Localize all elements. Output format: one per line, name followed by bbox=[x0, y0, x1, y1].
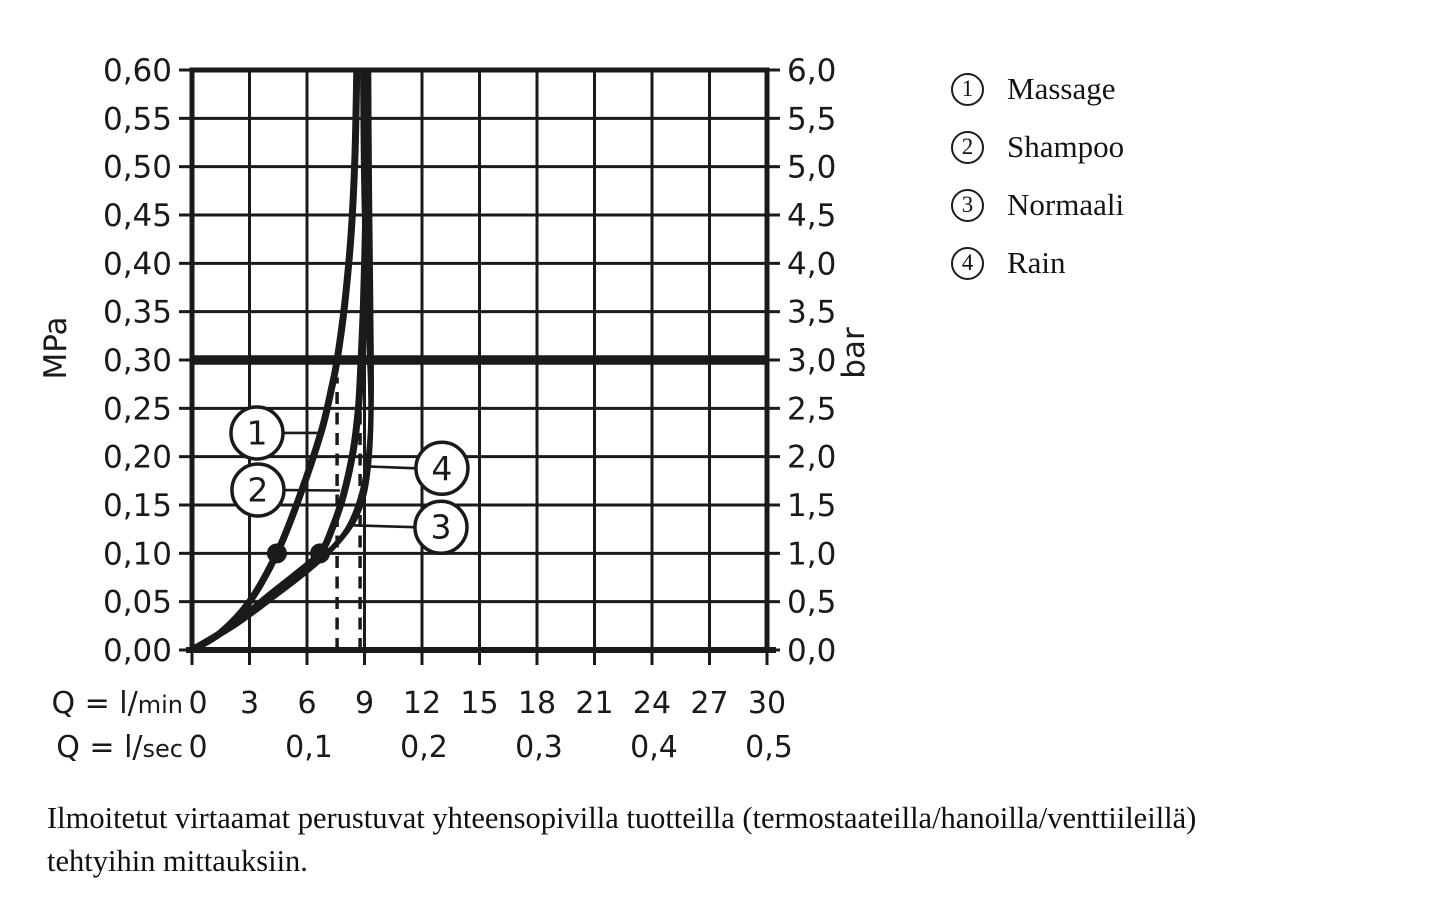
legend-number-circle: 1 bbox=[951, 72, 984, 106]
legend-label: Rain bbox=[1007, 245, 1066, 280]
measurement-note-line2: tehtyihin mittauksiin. bbox=[47, 844, 308, 878]
legend-label: Massage bbox=[1007, 71, 1116, 106]
measurement-note: Ilmoitetut virtaamat perustuvat yhteenso… bbox=[47, 797, 1196, 883]
svg-text:0,5: 0,5 bbox=[745, 730, 793, 765]
svg-text:12: 12 bbox=[403, 686, 441, 721]
svg-text:0,30: 0,30 bbox=[103, 343, 172, 379]
svg-text:1,0: 1,0 bbox=[787, 536, 836, 572]
x-axis-unit-label: Q = l/min bbox=[51, 686, 183, 721]
svg-text:0,3: 0,3 bbox=[515, 730, 563, 765]
svg-text:3,5: 3,5 bbox=[787, 295, 836, 331]
svg-text:bar: bar bbox=[836, 327, 872, 379]
svg-text:24: 24 bbox=[633, 686, 671, 721]
legend-item-shampoo: 2 Shampoo bbox=[951, 118, 1124, 176]
svg-text:3: 3 bbox=[430, 508, 451, 547]
svg-text:MPa: MPa bbox=[38, 316, 74, 379]
svg-text:0,55: 0,55 bbox=[103, 101, 172, 137]
curve-1-massage bbox=[190, 69, 361, 652]
svg-text:0: 0 bbox=[188, 730, 207, 765]
svg-text:0,4: 0,4 bbox=[630, 730, 678, 765]
x-axis-labels: 0 3 6 9 12 15 18 21 24 27 30 0 0,1 0,2 0,3 0,4 0,5 Q = l/… bbox=[51, 650, 793, 765]
callout-2: 2 bbox=[230, 462, 340, 518]
svg-text:1: 1 bbox=[246, 413, 267, 452]
svg-text:0,45: 0,45 bbox=[103, 198, 172, 234]
y-axis-left-labels: 0,60 0,55 0,50 0,45 0,40 0,35 0,30 0,25 0,20 0,15… bbox=[38, 53, 192, 669]
callout-3: 3 bbox=[352, 499, 469, 555]
svg-text:30: 30 bbox=[748, 686, 786, 721]
svg-text:1,5: 1,5 bbox=[787, 488, 836, 524]
legend-number-circle: 2 bbox=[951, 130, 984, 164]
svg-text:3,0: 3,0 bbox=[787, 343, 836, 379]
measurement-note-line1: Ilmoitetut virtaamat perustuvat yhteenso… bbox=[47, 801, 1197, 835]
svg-text:2: 2 bbox=[247, 471, 268, 510]
curve-4-rain bbox=[190, 69, 374, 652]
svg-text:6,0: 6,0 bbox=[787, 53, 836, 89]
svg-text:0,40: 0,40 bbox=[103, 246, 172, 282]
svg-text:6: 6 bbox=[297, 686, 316, 721]
x-axis-unit-label: Q = l/sec bbox=[56, 730, 183, 765]
svg-text:0,50: 0,50 bbox=[103, 150, 172, 186]
svg-text:0,00: 0,00 bbox=[103, 633, 172, 669]
spray-mode-legend: 1 Massage 2 Shampoo 3 Normaali 4 Rain bbox=[951, 60, 1124, 292]
svg-text:0,0: 0,0 bbox=[787, 633, 836, 669]
svg-text:0,5: 0,5 bbox=[787, 585, 836, 621]
y-axis-right-labels: 6,0 5,5 5,0 4,5 4,0 3,5 3,0 2,5 2,0 1,5 1,0 0,5 0,0 b… bbox=[767, 53, 872, 669]
flow-curves bbox=[190, 69, 374, 652]
operating-point-dot bbox=[310, 543, 331, 564]
operating-point-dot bbox=[266, 543, 287, 564]
svg-text:0,1: 0,1 bbox=[285, 730, 333, 765]
svg-text:4,5: 4,5 bbox=[787, 198, 836, 234]
svg-text:0,2: 0,2 bbox=[400, 730, 448, 765]
svg-text:0,10: 0,10 bbox=[103, 536, 172, 572]
svg-text:5,0: 5,0 bbox=[787, 150, 836, 186]
svg-text:2,5: 2,5 bbox=[787, 391, 836, 427]
svg-text:0,20: 0,20 bbox=[103, 440, 172, 476]
svg-text:2,0: 2,0 bbox=[787, 440, 836, 476]
legend-item-rain: 4 Rain bbox=[951, 234, 1124, 292]
svg-text:21: 21 bbox=[575, 686, 613, 721]
legend-label: Normaali bbox=[1007, 187, 1125, 222]
callout-1: 1 bbox=[229, 405, 323, 461]
svg-text:0,60: 0,60 bbox=[103, 53, 172, 89]
svg-text:18: 18 bbox=[518, 686, 556, 721]
svg-text:0,15: 0,15 bbox=[103, 488, 172, 524]
svg-text:9: 9 bbox=[355, 686, 374, 721]
svg-text:15: 15 bbox=[460, 686, 498, 721]
svg-text:27: 27 bbox=[690, 686, 728, 721]
svg-text:5,5: 5,5 bbox=[787, 101, 836, 137]
svg-text:4,0: 4,0 bbox=[787, 246, 836, 282]
legend-number-circle: 4 bbox=[951, 246, 984, 280]
flow-rate-chart: 12430,600,550,500,450,400,350,300,250,20… bbox=[38, 53, 872, 765]
legend-item-massage: 1 Massage bbox=[951, 60, 1124, 118]
svg-text:0,35: 0,35 bbox=[103, 295, 172, 331]
svg-text:0: 0 bbox=[188, 686, 207, 721]
svg-text:4: 4 bbox=[431, 449, 452, 488]
grid bbox=[192, 70, 767, 650]
legend-item-normaali: 3 Normaali bbox=[951, 176, 1124, 234]
legend-number-circle: 3 bbox=[951, 188, 984, 222]
callout-4: 4 bbox=[363, 440, 470, 497]
svg-text:0,05: 0,05 bbox=[103, 585, 172, 621]
svg-text:0,25: 0,25 bbox=[103, 391, 172, 427]
svg-text:3: 3 bbox=[240, 686, 259, 721]
legend-label: Shampoo bbox=[1007, 129, 1125, 164]
